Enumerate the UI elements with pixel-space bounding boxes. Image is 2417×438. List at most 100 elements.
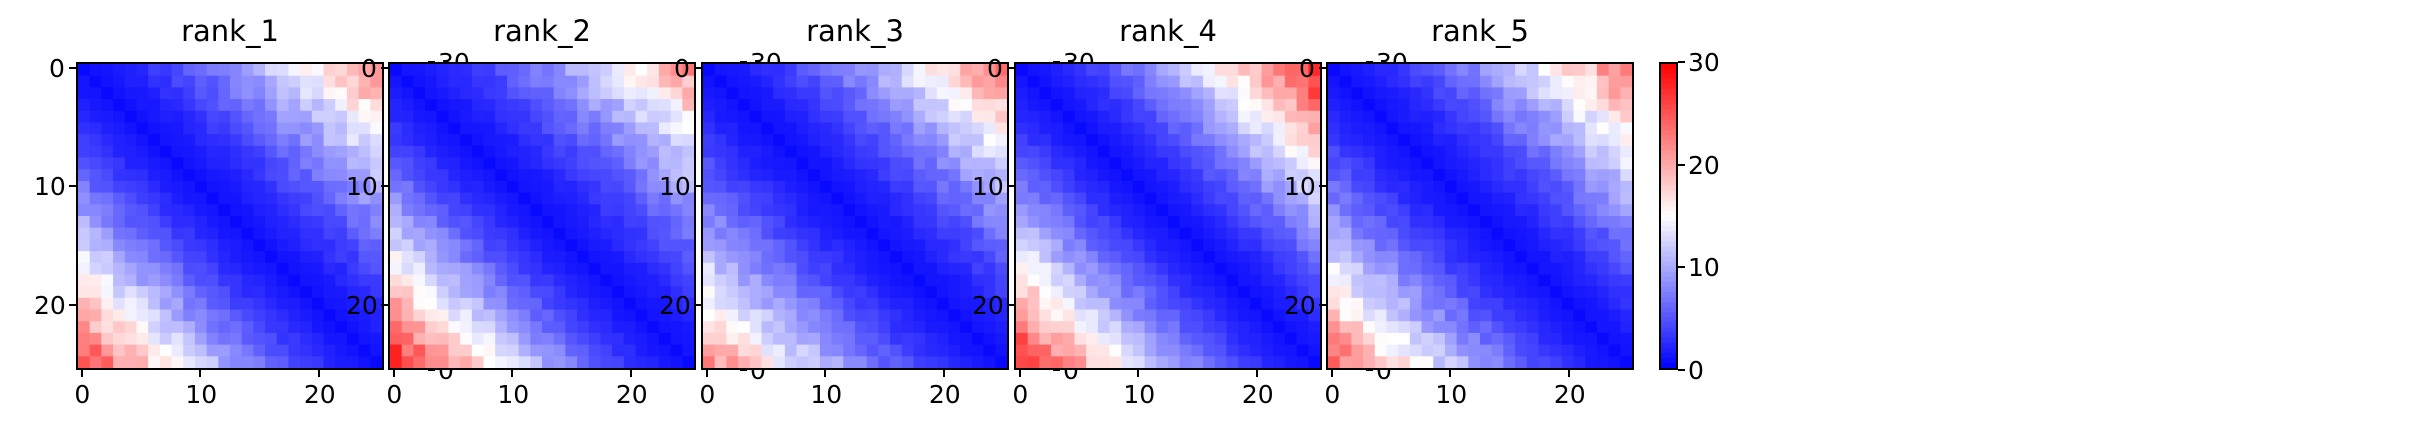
heatmap-cell: [855, 192, 868, 205]
heatmap-cell: [506, 145, 520, 159]
heatmap-cell: [703, 356, 716, 368]
heatmap-cell: [471, 321, 485, 334]
heatmap-cell: [506, 239, 520, 252]
heatmap-cell: [1363, 145, 1376, 159]
heatmap-cell: [1168, 64, 1181, 77]
heatmap-cell: [1468, 75, 1481, 88]
heatmap-cell: [1074, 274, 1087, 287]
colorbar-segment: [1661, 362, 1676, 368]
heatmap-cell: [148, 180, 161, 194]
heatmap-cell: [1074, 321, 1087, 334]
heatmap-cell: [113, 286, 126, 299]
heatmap-cell: [971, 122, 985, 135]
heatmap-cell: [866, 157, 879, 170]
heatmap-cell: [1468, 122, 1481, 135]
heatmap-cell: [288, 134, 301, 147]
heatmap-cell: [495, 157, 508, 170]
colorbar-segment: [1661, 99, 1676, 106]
heatmap-cell: [413, 64, 426, 77]
heatmap-cell: [530, 332, 543, 346]
heatmap-cell: [1351, 157, 1364, 170]
heatmap-cell: [714, 87, 727, 100]
heatmap-cell: [518, 87, 531, 100]
heatmap-cell: [436, 286, 450, 299]
heatmap-cell: [1398, 321, 1411, 334]
heatmap-cell: [1409, 122, 1423, 135]
heatmap-cell: [738, 332, 751, 346]
heatmap-cell: [506, 99, 520, 112]
heatmap-cell: [370, 227, 382, 240]
heatmap-cell: [253, 227, 266, 240]
heatmap-cell: [553, 262, 566, 276]
heatmap-cell: [1109, 180, 1122, 194]
x-tick-label: 10: [185, 380, 218, 409]
heatmap-cell: [425, 192, 438, 205]
heatmap-cell: [749, 145, 763, 159]
heatmap-cell: [460, 192, 473, 205]
heatmap-cell: [1526, 262, 1540, 276]
heatmap-cell: [960, 286, 973, 299]
heatmap-cell: [1179, 204, 1192, 217]
heatmap-cell: [588, 110, 602, 124]
heatmap-cell: [784, 110, 798, 124]
heatmap-cell: [866, 251, 879, 264]
chart-title: rank_5: [1431, 14, 1529, 48]
heatmap-cell: [1027, 262, 1040, 276]
heatmap-cell: [1039, 286, 1052, 299]
heatmap-cell: [506, 180, 520, 194]
heatmap-cell: [401, 145, 414, 159]
heatmap-cell: [171, 216, 184, 229]
heatmap-cell: [124, 204, 138, 217]
heatmap-cell: [171, 286, 184, 299]
heatmap-cell: [323, 87, 336, 100]
heatmap-cell: [808, 157, 821, 170]
heatmap-cell: [1526, 309, 1540, 322]
heatmap-cell: [761, 344, 774, 357]
heatmap-cell: [995, 87, 1007, 100]
heatmap-cell: [714, 169, 727, 182]
heatmap-cell: [390, 180, 403, 194]
heatmap-cell: [346, 251, 360, 264]
heatmap-cell: [194, 309, 208, 322]
heatmap-cell: [300, 110, 313, 124]
heatmap-cell: [1249, 286, 1263, 299]
heatmap-cell: [1121, 321, 1134, 334]
heatmap-cell: [866, 297, 879, 311]
heatmap-cell: [1456, 99, 1469, 112]
heatmap-cell: [658, 239, 672, 252]
heatmap-cell: [288, 274, 301, 287]
heatmap-cell: [831, 356, 844, 368]
heatmap-cell: [101, 134, 114, 147]
heatmap-cell: [1328, 180, 1341, 194]
heatmap-cell: [1191, 87, 1204, 100]
heatmap-cell: [588, 309, 602, 322]
heatmap-cell: [565, 110, 578, 124]
heatmap-cell: [1296, 87, 1309, 100]
heatmap-cell: [971, 157, 985, 170]
heatmap-cell: [518, 274, 531, 287]
heatmap-cell: [1596, 75, 1610, 88]
heatmap-cell: [714, 239, 727, 252]
heatmap-cell: [1374, 321, 1388, 334]
heatmap-cell: [738, 87, 751, 100]
heatmap-cell: [1620, 251, 1632, 264]
heatmap-cell: [136, 297, 149, 311]
heatmap-cell: [1398, 251, 1411, 264]
heatmap-cell: [1421, 110, 1434, 124]
heatmap-cell: [171, 332, 184, 346]
heatmap-cell: [808, 356, 821, 368]
heatmap-cell: [436, 262, 450, 276]
heatmap-cell: [230, 286, 243, 299]
heatmap-cell: [436, 297, 450, 311]
heatmap-cell: [1226, 64, 1239, 77]
heatmap-cell: [288, 87, 301, 100]
heatmap-cell: [565, 274, 578, 287]
heatmap-cell: [460, 274, 473, 287]
heatmap-cell: [819, 122, 833, 135]
heatmap-cell: [1179, 321, 1192, 334]
heatmap-cell: [1168, 356, 1181, 368]
heatmap-cell: [1398, 239, 1411, 252]
heatmap-cell: [448, 157, 461, 170]
colorbar-segment: [1661, 297, 1676, 303]
heatmap-cell: [936, 180, 950, 194]
